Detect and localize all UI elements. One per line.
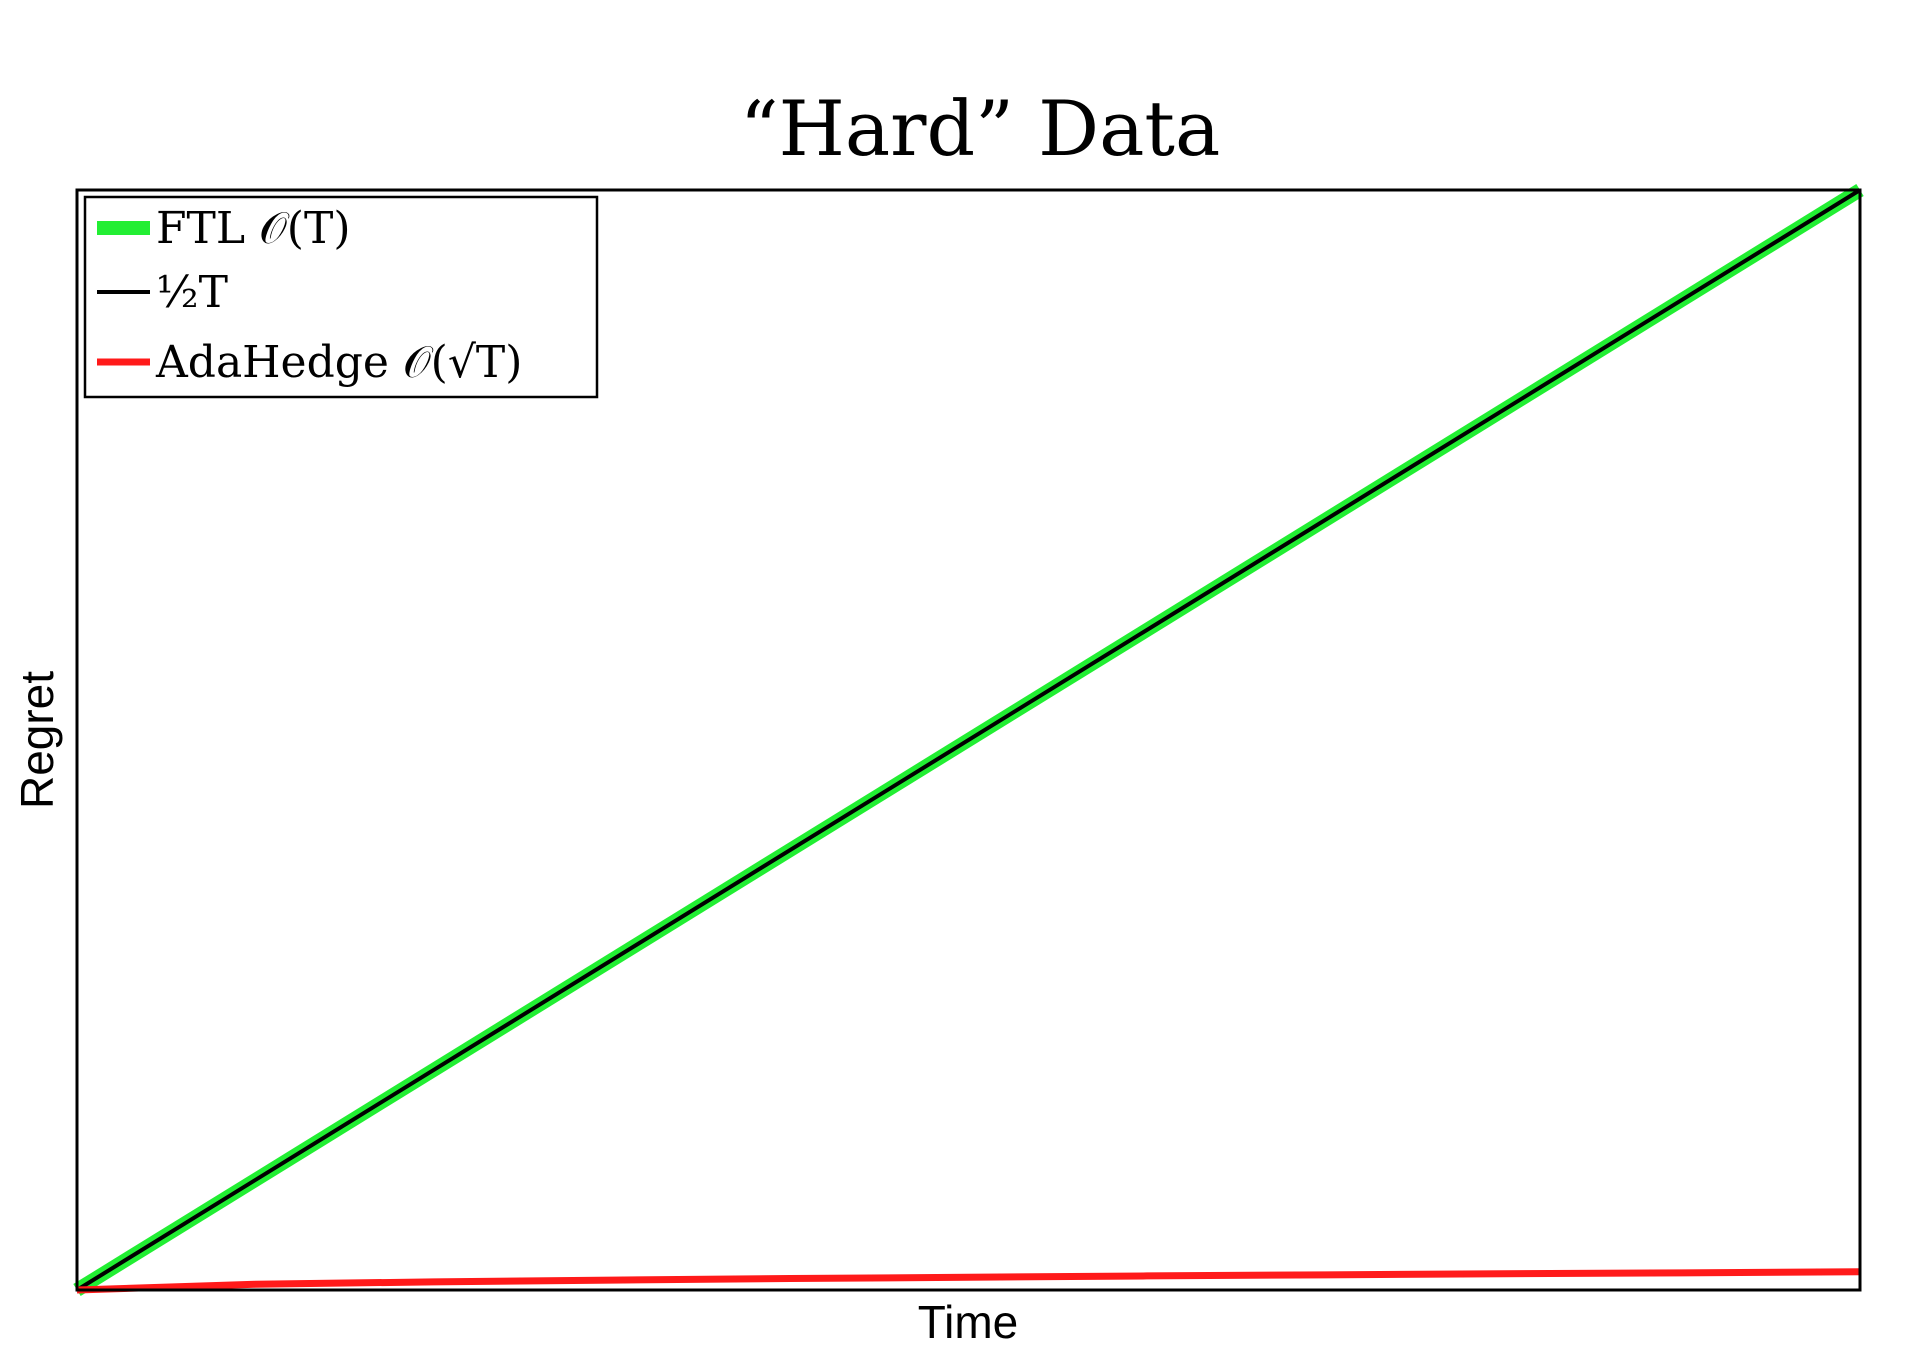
legend-label-adahedge: AdaHedge 𝒪(√T): [155, 337, 522, 388]
y-axis-label: Regret: [11, 671, 63, 809]
series-line-adahedge: [76, 1268, 1861, 1294]
legend-label-ftl: FTL 𝒪(T): [156, 203, 350, 254]
x-axis-label: Time: [918, 1296, 1019, 1346]
chart-title: “Hard” Data: [740, 84, 1221, 173]
legend-label-half-t: ½T: [156, 267, 228, 318]
series-line-half-t: [75, 188, 1862, 1292]
legend: FTL 𝒪(T) ½T AdaHedge 𝒪(√T): [83, 195, 599, 399]
legend-box: [83, 195, 599, 399]
plot-lines: [73, 184, 1864, 1296]
plot-frame: [75, 188, 1862, 1292]
